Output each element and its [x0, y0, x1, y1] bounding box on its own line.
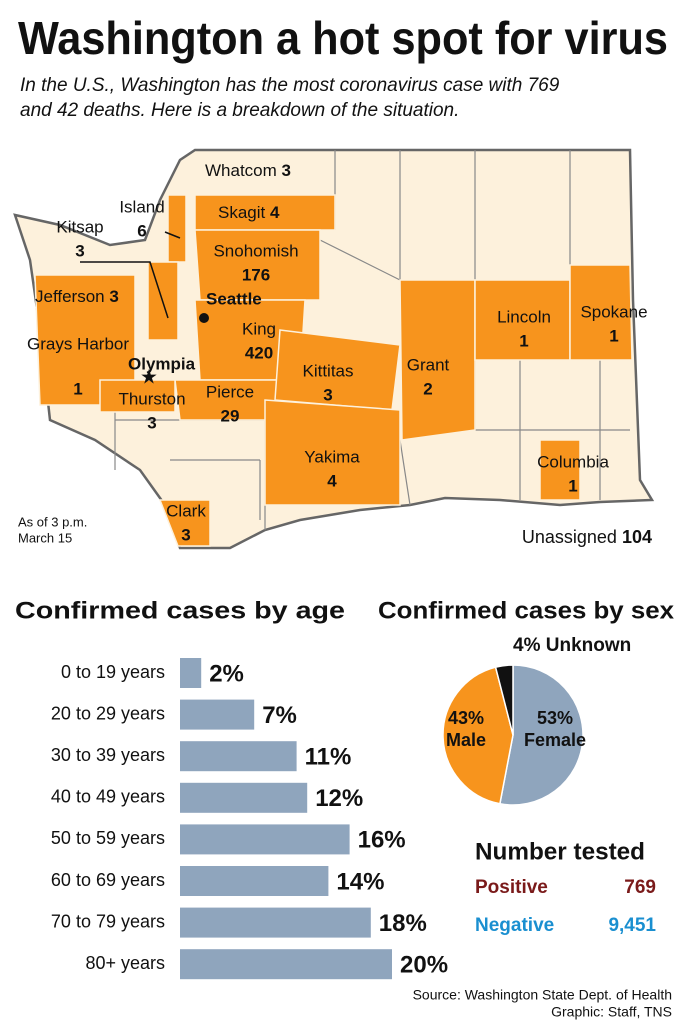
county-label: Whatcom 3 [205, 161, 291, 180]
county-name: Clark [166, 501, 206, 520]
county-cases: 2 [423, 379, 432, 398]
pie-label: 4% Unknown [513, 635, 631, 656]
unassigned-cases: 104 [622, 527, 652, 547]
county-name: Pierce [206, 382, 254, 401]
tested-title: Number tested [475, 838, 645, 865]
chart-title: Confirmed cases by sex [378, 597, 675, 624]
category-label: 0 to 19 years [61, 662, 165, 682]
map-note: As of 3 p.m. [18, 514, 87, 529]
county-name: Yakima [304, 447, 360, 466]
value-label: 7% [262, 702, 297, 729]
capital-marker: ★ [140, 366, 158, 388]
category-label: 30 to 39 years [51, 745, 165, 765]
chart-title: Confirmed cases by age [15, 597, 345, 624]
county-cases: 1 [73, 379, 82, 398]
county-name: Grays Harbor [27, 334, 129, 353]
bar [180, 949, 392, 980]
bar [180, 741, 297, 772]
county-label: Skagit 4 [218, 203, 280, 222]
value-label: 12% [315, 785, 363, 812]
pie-value-label: 4% [513, 635, 541, 656]
county-cases: 3 [147, 413, 156, 432]
county-cases: 6 [137, 221, 146, 240]
category-label: 60 to 69 years [51, 870, 165, 890]
county-name: Thurston [118, 389, 185, 408]
pie-value-label: 43% [448, 708, 484, 728]
county-name: Kitsap [56, 217, 103, 236]
county-name: Columbia [537, 452, 609, 471]
value-label: 11% [305, 744, 352, 771]
bar [180, 782, 308, 813]
source: Graphic: Staff, TNS [551, 1004, 672, 1020]
county-cases: 3 [282, 161, 291, 180]
county-name: King [242, 319, 276, 338]
bar [180, 907, 371, 938]
city-marker [199, 313, 209, 323]
value-label: 16% [358, 827, 406, 854]
tested-label: Negative [475, 915, 554, 936]
category-label: 80+ years [85, 953, 165, 973]
county-name: Grant [407, 355, 450, 374]
county-cases: 3 [75, 241, 84, 260]
tested-value: 769 [624, 877, 656, 898]
map-note: March 15 [18, 530, 72, 545]
pie-name-label: Female [524, 730, 586, 750]
map: ★ Seattle Olympia As of 3 p.m. March 15 [13, 148, 655, 550]
subtitle: and 42 deaths. Here is a breakdown of th… [20, 100, 459, 121]
county-name: Whatcom [205, 161, 277, 180]
county-cases: 176 [242, 265, 270, 284]
county-name: Kittitas [302, 361, 353, 380]
pie-name-label: Unknown [546, 635, 632, 656]
category-label: 40 to 49 years [51, 787, 165, 807]
bar [180, 866, 329, 896]
county-cases: 4 [327, 471, 337, 490]
county-cases: 1 [609, 326, 618, 345]
county-name: Jefferson [35, 287, 105, 306]
tested-label: Positive [475, 877, 548, 898]
title: Washington a hot spot for virus [18, 12, 668, 64]
county-name: Island [119, 197, 164, 216]
city-label: Olympia [128, 354, 196, 373]
highlighted-counties [34, 194, 633, 547]
county-name: Snohomish [213, 241, 298, 260]
county-cases: 3 [181, 525, 190, 544]
county-cases: 3 [109, 287, 118, 306]
county-name: Lincoln [497, 307, 551, 326]
subtitle: In the U.S., Washington has the most cor… [20, 75, 560, 96]
city-label: Seattle [206, 289, 262, 308]
county-cases: 1 [568, 476, 577, 495]
county-cases: 1 [519, 331, 528, 350]
value-label: 2% [209, 660, 244, 687]
county-cases: 29 [221, 406, 240, 425]
pie-slice [499, 664, 584, 806]
value-label: 20% [400, 952, 448, 979]
value-label: 18% [379, 910, 427, 937]
source: Source: Washington State Dept. of Health [413, 987, 672, 1003]
leader-lines [80, 231, 181, 319]
bar [180, 824, 350, 855]
category-label: 20 to 29 years [51, 703, 165, 723]
pie-value-label: 53% [537, 708, 573, 728]
value-label: 14% [336, 868, 384, 895]
county-name: Spokane [580, 302, 647, 321]
tested-value: 9,451 [608, 915, 656, 936]
category-label: 70 to 79 years [51, 911, 165, 931]
bar [180, 658, 202, 688]
unassigned-label: Unassigned [522, 527, 617, 547]
county-cases: 420 [245, 343, 273, 362]
county-label: Jefferson 3 [35, 287, 119, 306]
bar [180, 699, 255, 730]
pie-slice [494, 664, 514, 736]
county-cases: 4 [270, 203, 280, 222]
county-name: Skagit [218, 203, 266, 222]
unassigned: Unassigned 104 [522, 527, 652, 547]
pie-slice [442, 666, 514, 805]
county-cases: 3 [323, 385, 332, 404]
pie-name-label: Male [446, 730, 486, 750]
category-label: 50 to 59 years [51, 828, 165, 848]
